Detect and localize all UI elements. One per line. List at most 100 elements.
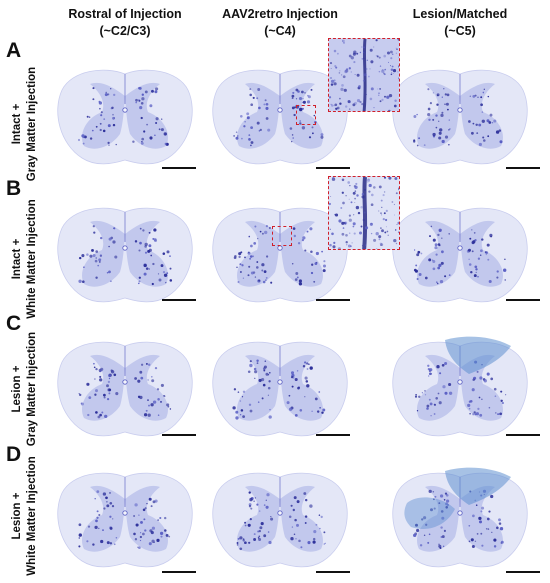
- stained-cell: [258, 535, 261, 538]
- stained-cell: [106, 384, 109, 388]
- stained-cell: [304, 249, 307, 252]
- stained-cell: [244, 541, 247, 545]
- inset-cell: [379, 242, 383, 245]
- stained-cell: [100, 236, 103, 240]
- stained-cell: [448, 144, 450, 146]
- stained-cell: [293, 234, 296, 238]
- gray-matter: [82, 82, 168, 149]
- inset-cell: [383, 73, 386, 76]
- inset-cell: [381, 98, 384, 102]
- stained-cell: [491, 531, 493, 534]
- stained-cell: [418, 273, 422, 276]
- gray-matter: [82, 220, 168, 287]
- stained-cell: [151, 89, 154, 93]
- stained-cell: [163, 395, 165, 397]
- stained-cell: [321, 411, 324, 414]
- stained-cell: [428, 489, 432, 494]
- stained-cell: [473, 232, 476, 234]
- stained-cell: [298, 539, 301, 543]
- inset-cell: [394, 177, 398, 181]
- stained-cell: [168, 535, 171, 538]
- stained-cell: [471, 545, 475, 548]
- inset-cell: [397, 71, 399, 73]
- inset-cell: [339, 70, 341, 72]
- stained-cell: [476, 370, 479, 373]
- panel-letter-b: B: [6, 177, 22, 200]
- stained-cell: [437, 266, 441, 270]
- stained-cell: [154, 134, 156, 137]
- stained-cell: [289, 127, 293, 130]
- stained-cell: [478, 396, 481, 399]
- stained-cell: [146, 123, 149, 126]
- stained-cell: [424, 390, 426, 392]
- inset-cell: [364, 188, 366, 191]
- stained-cell: [86, 540, 89, 543]
- section-b-lesion: [392, 207, 528, 303]
- stained-cell: [108, 392, 111, 395]
- stained-cell: [236, 266, 238, 268]
- stained-cell: [308, 136, 312, 139]
- inset-cell: [386, 51, 391, 55]
- stained-cell: [166, 403, 170, 407]
- stained-cell: [485, 253, 487, 256]
- stained-cell: [165, 533, 169, 537]
- stained-cell: [478, 516, 482, 521]
- stained-cell: [267, 386, 271, 390]
- stained-cell: [263, 103, 266, 106]
- stained-cell: [490, 377, 494, 381]
- stained-cell: [254, 497, 257, 499]
- stained-cell: [106, 397, 110, 401]
- inset-cell: [334, 65, 337, 68]
- stained-cell: [258, 510, 261, 512]
- stained-cell: [469, 412, 471, 415]
- inset-cell: [383, 212, 386, 215]
- stained-cell: [252, 255, 254, 258]
- central-canal: [457, 510, 463, 516]
- stained-cell: [93, 362, 95, 365]
- inset-cell: [353, 61, 356, 64]
- stained-cell: [314, 262, 318, 266]
- central-canal: [457, 245, 463, 251]
- stained-cell: [474, 94, 477, 97]
- stained-cell: [141, 137, 145, 141]
- inset-cell: [348, 67, 351, 70]
- inset-cell: [380, 227, 382, 229]
- stained-cell: [428, 258, 432, 262]
- stained-cell: [257, 401, 260, 403]
- stained-cell: [79, 393, 82, 397]
- stained-cell: [292, 508, 295, 512]
- inset-cell: [378, 238, 381, 241]
- stained-cell: [103, 118, 106, 120]
- stained-cell: [291, 97, 294, 100]
- inset-cell: [358, 85, 361, 88]
- stained-cell: [421, 392, 424, 394]
- stained-cell: [157, 273, 160, 275]
- stained-cell: [434, 243, 438, 247]
- stained-cell: [135, 98, 138, 102]
- stained-cell: [248, 251, 250, 254]
- inset-cell: [382, 70, 384, 72]
- inset-cell: [348, 108, 351, 110]
- stained-cell: [499, 412, 503, 416]
- stained-cell: [498, 413, 500, 415]
- stained-cell: [488, 510, 491, 513]
- stained-cell: [97, 415, 101, 419]
- stained-cell: [493, 387, 497, 391]
- stained-cell: [436, 282, 439, 285]
- gray-matter: [417, 354, 503, 421]
- stained-cell: [416, 144, 419, 147]
- stained-cell: [108, 374, 112, 378]
- stained-cell: [416, 277, 419, 281]
- stained-cell: [115, 536, 118, 539]
- stained-cell: [423, 516, 427, 520]
- inset-cell: [330, 83, 334, 86]
- stained-cell: [320, 133, 324, 137]
- stained-cell: [505, 394, 507, 396]
- inset-cell: [393, 214, 395, 216]
- inset-cell: [395, 52, 398, 54]
- stained-cell: [307, 541, 311, 545]
- row-label-b: Intact + White Matter Injection: [10, 194, 40, 324]
- inset-cell: [370, 60, 374, 64]
- inset-cell: [395, 192, 398, 195]
- stained-cell: [109, 491, 111, 494]
